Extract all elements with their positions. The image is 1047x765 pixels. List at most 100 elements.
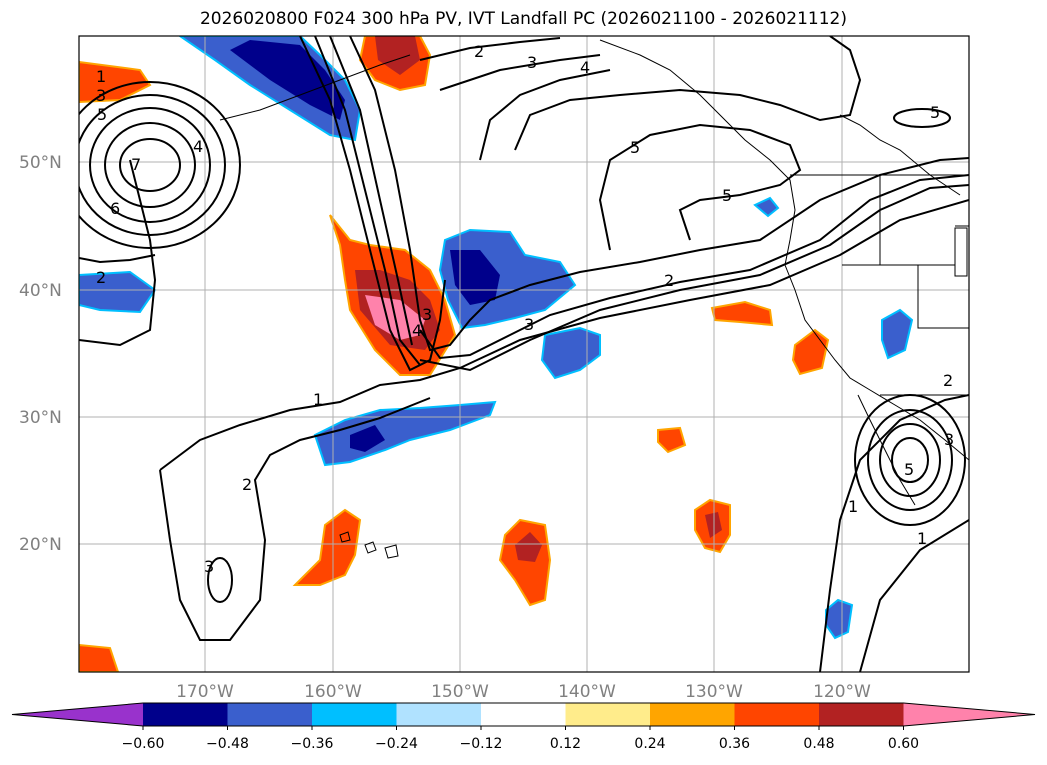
colorbar-segment — [481, 703, 566, 726]
contour-label: 2 — [242, 475, 252, 494]
negative-pv-core-subtropical — [350, 425, 385, 452]
colorbar-segment — [650, 703, 735, 726]
negative-pv-region-nevada — [881, 308, 914, 360]
colorbar-segment — [312, 703, 397, 726]
colorbar-tick-label: 0.24 — [634, 736, 665, 752]
contour-east-low-4 — [891, 437, 929, 483]
contour-jet-1 — [299, 36, 446, 372]
contour-north-5 — [514, 36, 862, 151]
lat-label: 20°N — [19, 535, 62, 555]
negative-pv-region-central — [540, 326, 601, 380]
colorbar-tick-label: 0.36 — [719, 736, 750, 752]
colorbar-tick-label: 0.60 — [888, 736, 919, 752]
colorbar-tick-label: −0.48 — [206, 736, 249, 752]
lat-label: 50°N — [19, 153, 62, 173]
contour-east-5 — [893, 108, 951, 128]
contour-high-7 — [119, 138, 181, 192]
contour-label: 5 — [722, 186, 732, 205]
contour-label: 4 — [193, 137, 203, 156]
island-outline — [954, 227, 968, 277]
contour-label: 1 — [848, 497, 858, 516]
contour-east-low-3 — [879, 423, 941, 497]
contour-label: 7 — [131, 155, 141, 174]
contour-label: 4 — [580, 58, 590, 77]
contour-east-low-2 — [867, 409, 953, 511]
contour-high-4 — [79, 94, 226, 236]
contour-1-west — [79, 159, 157, 347]
contour-2-south — [159, 397, 431, 641]
positive-pv-core-south-central — [515, 532, 542, 562]
contour-north-5b — [598, 123, 802, 251]
negative-pv-region-baja — [825, 598, 854, 640]
contour-label: 1 — [96, 67, 106, 86]
contour-east-1b — [859, 519, 969, 672]
lon-label: 170°W — [176, 682, 234, 702]
contour-north-4 — [479, 69, 611, 161]
contour-label: 3 — [422, 305, 432, 324]
contour-label: 4 — [412, 321, 422, 340]
colorbar-tick-label: −0.12 — [460, 736, 503, 752]
lon-label: 150°W — [431, 682, 489, 702]
coastline-baja — [857, 394, 916, 506]
negative-pv-core-cutoff — [450, 250, 500, 305]
lon-label: 120°W — [813, 682, 871, 702]
map-area: 1 3 5 7 6 4 2 2 3 4 5 5 5 2 3 4 3 1 2 3 … — [79, 36, 969, 672]
border-interior — [839, 114, 969, 329]
latitude-labels: 50°N 40°N 30°N 20°N — [19, 153, 62, 555]
positive-pv-region-small-1 — [657, 426, 687, 454]
contour-label: 5 — [630, 138, 640, 157]
contour-label: 2 — [96, 268, 106, 287]
colorbar-segment — [819, 703, 904, 726]
pv-shading — [79, 36, 914, 672]
contour-north-2 — [419, 37, 561, 61]
contour-label: 5 — [930, 103, 940, 122]
contour-east-low-1 — [854, 394, 966, 526]
coastline-hawaii — [339, 531, 399, 559]
contour-label: 3 — [527, 53, 537, 72]
colorbar-extension-high — [903, 703, 1035, 726]
lat-label: 40°N — [19, 281, 62, 301]
contour-label: 5 — [97, 105, 107, 124]
ivt-contours — [79, 36, 969, 672]
contour-2-west — [79, 254, 156, 264]
contour-label: 3 — [524, 315, 534, 334]
colorbar-segment — [227, 703, 313, 726]
contour-label: 2 — [943, 371, 953, 390]
positive-pv-region-southwest-corner — [79, 643, 120, 672]
positive-pv-region-northwest — [79, 60, 152, 104]
colorbar-segment — [396, 703, 482, 726]
contour-label: 1 — [313, 390, 323, 409]
contour-label: 6 — [110, 199, 120, 218]
positive-pv-core-alaska — [375, 36, 420, 75]
contour-high-5 — [89, 107, 211, 223]
contour-trough-5 — [419, 174, 969, 360]
lon-label: 130°W — [685, 682, 743, 702]
contour-1-main — [159, 199, 969, 471]
contour-label: 3 — [204, 557, 214, 576]
map-frame — [78, 35, 970, 673]
colorbar: −0.60 −0.48 −0.36 −0.24 −0.12 0.12 0.24 0.36 0.4… — [11, 702, 1036, 752]
contour-label: 2 — [664, 271, 674, 290]
colorbar-tick-label: −0.36 — [291, 736, 334, 752]
lon-label: 160°W — [304, 682, 362, 702]
coastline-alaska-peninsula — [219, 54, 411, 121]
contour-label: 3 — [944, 430, 954, 449]
colorbar-segment — [143, 703, 228, 726]
colorbar-segment — [565, 703, 651, 726]
contour-east-1 — [819, 394, 969, 672]
negative-pv-region-west — [79, 270, 157, 314]
map-title: 2026020800 F024 300 hPa PV, IVT Landfall… — [199, 9, 847, 29]
contour-jet-2 — [314, 36, 421, 366]
lon-label: 140°W — [558, 682, 616, 702]
contour-3-south — [207, 557, 233, 603]
contour-high-6 — [104, 122, 196, 208]
contour-label: 5 — [904, 460, 914, 479]
negative-pv-region-bc-coast — [753, 196, 780, 218]
colorbar-tick-label: 0.48 — [803, 736, 834, 752]
lat-label: 30°N — [19, 408, 62, 428]
positive-pv-region-hawaii — [292, 508, 362, 586]
colorbar-segment — [734, 703, 820, 726]
contour-trough-4 — [349, 36, 969, 352]
positive-pv-region-california — [791, 328, 830, 376]
